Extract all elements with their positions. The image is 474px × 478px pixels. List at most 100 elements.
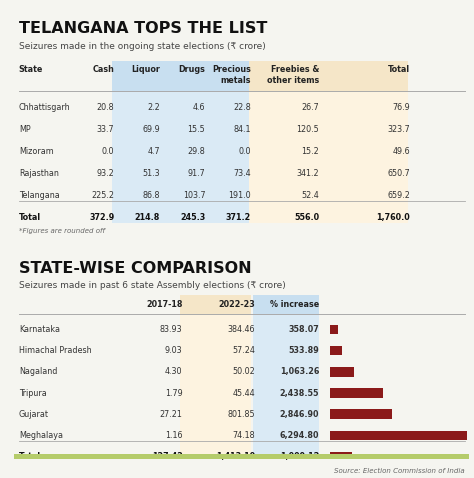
Text: 0.0: 0.0 — [102, 147, 114, 156]
Text: 15.5: 15.5 — [188, 125, 205, 134]
Text: 83.93: 83.93 — [160, 325, 182, 334]
FancyBboxPatch shape — [14, 454, 469, 459]
Text: State: State — [19, 65, 43, 75]
Text: Tripura: Tripura — [19, 389, 46, 398]
Text: Himachal Pradesh: Himachal Pradesh — [19, 346, 91, 355]
Text: 76.9: 76.9 — [392, 103, 410, 112]
Text: 29.8: 29.8 — [188, 147, 205, 156]
Text: Cash: Cash — [92, 65, 114, 75]
Text: Seizures made in past 6 state Assembly elections (₹ crore): Seizures made in past 6 state Assembly e… — [19, 282, 285, 290]
Text: Meghalaya: Meghalaya — [19, 431, 63, 440]
FancyBboxPatch shape — [330, 325, 338, 334]
Text: 26.7: 26.7 — [301, 103, 319, 112]
Text: 4.7: 4.7 — [147, 147, 160, 156]
Text: 45.44: 45.44 — [233, 389, 255, 398]
Text: 1,760.0: 1,760.0 — [376, 213, 410, 222]
Text: 1,063.26: 1,063.26 — [280, 368, 319, 376]
Text: Freebies &
other items: Freebies & other items — [267, 65, 319, 85]
FancyBboxPatch shape — [112, 61, 248, 91]
Text: 2.2: 2.2 — [147, 103, 160, 112]
Text: Precious
metals: Precious metals — [212, 65, 251, 85]
Text: 2,438.55: 2,438.55 — [280, 389, 319, 398]
FancyBboxPatch shape — [330, 452, 352, 461]
Text: STATE-WISE COMPARISON: STATE-WISE COMPARISON — [19, 261, 251, 276]
Text: Rajasthan: Rajasthan — [19, 169, 59, 178]
Text: 20.8: 20.8 — [97, 103, 114, 112]
Text: 4.30: 4.30 — [165, 368, 182, 376]
Text: 556.0: 556.0 — [294, 213, 319, 222]
Text: 9.03: 9.03 — [165, 346, 182, 355]
Text: 1,413.19: 1,413.19 — [216, 452, 255, 461]
Text: 801.85: 801.85 — [228, 410, 255, 419]
FancyBboxPatch shape — [253, 295, 319, 314]
Text: 4.6: 4.6 — [193, 103, 205, 112]
Text: 120.5: 120.5 — [296, 125, 319, 134]
Text: Mizoram: Mizoram — [19, 147, 54, 156]
Text: 1,009.12: 1,009.12 — [280, 452, 319, 461]
Text: 214.8: 214.8 — [135, 213, 160, 222]
Text: 15.2: 15.2 — [301, 147, 319, 156]
Text: 51.3: 51.3 — [142, 169, 160, 178]
Text: 384.46: 384.46 — [228, 325, 255, 334]
FancyBboxPatch shape — [330, 431, 467, 440]
FancyBboxPatch shape — [248, 61, 408, 91]
Text: TELANGANA TOPS THE LIST: TELANGANA TOPS THE LIST — [19, 22, 267, 36]
FancyBboxPatch shape — [180, 295, 251, 314]
Text: 73.4: 73.4 — [233, 169, 251, 178]
Text: 1.16: 1.16 — [165, 431, 182, 440]
Text: 245.3: 245.3 — [180, 213, 205, 222]
Text: Total: Total — [19, 452, 41, 461]
FancyBboxPatch shape — [330, 410, 392, 419]
Text: 2022-23: 2022-23 — [219, 300, 255, 308]
Text: 2,846.90: 2,846.90 — [280, 410, 319, 419]
Text: 22.8: 22.8 — [233, 103, 251, 112]
Text: 33.7: 33.7 — [97, 125, 114, 134]
Text: Telangana: Telangana — [19, 191, 60, 200]
Text: *Figures are rounded off: *Figures are rounded off — [19, 228, 105, 234]
Text: Nagaland: Nagaland — [19, 368, 57, 376]
Text: 103.7: 103.7 — [182, 191, 205, 200]
Text: 6,294.80: 6,294.80 — [280, 431, 319, 440]
Text: 650.7: 650.7 — [387, 169, 410, 178]
FancyBboxPatch shape — [180, 314, 251, 462]
Text: 127.42: 127.42 — [152, 452, 182, 461]
FancyBboxPatch shape — [248, 91, 408, 223]
Text: 52.4: 52.4 — [301, 191, 319, 200]
Text: 659.2: 659.2 — [387, 191, 410, 200]
Text: 533.89: 533.89 — [288, 346, 319, 355]
Text: 91.7: 91.7 — [188, 169, 205, 178]
Text: 27.21: 27.21 — [160, 410, 182, 419]
Text: Total: Total — [19, 213, 41, 222]
Text: Chhattisgarh: Chhattisgarh — [19, 103, 71, 112]
FancyBboxPatch shape — [330, 367, 354, 377]
Text: 49.6: 49.6 — [392, 147, 410, 156]
Text: Drugs: Drugs — [179, 65, 205, 75]
Text: 225.2: 225.2 — [91, 191, 114, 200]
Text: 69.9: 69.9 — [142, 125, 160, 134]
Text: 1.79: 1.79 — [165, 389, 182, 398]
Text: 84.1: 84.1 — [233, 125, 251, 134]
Text: % increase: % increase — [270, 300, 319, 308]
Text: 93.2: 93.2 — [97, 169, 114, 178]
Text: Source: Election Commission of India: Source: Election Commission of India — [334, 468, 465, 474]
FancyBboxPatch shape — [112, 91, 248, 223]
Text: Karnataka: Karnataka — [19, 325, 60, 334]
Text: Liquor: Liquor — [131, 65, 160, 75]
Text: Seizures made in the ongoing state elections (₹ crore): Seizures made in the ongoing state elect… — [19, 42, 265, 51]
FancyBboxPatch shape — [330, 388, 383, 398]
Text: 358.07: 358.07 — [288, 325, 319, 334]
Text: 50.02: 50.02 — [233, 368, 255, 376]
Text: Gujarat: Gujarat — [19, 410, 49, 419]
Text: 86.8: 86.8 — [142, 191, 160, 200]
Text: 0.0: 0.0 — [238, 147, 251, 156]
Text: 372.9: 372.9 — [89, 213, 114, 222]
Text: 323.7: 323.7 — [387, 125, 410, 134]
Text: 57.24: 57.24 — [233, 346, 255, 355]
FancyBboxPatch shape — [253, 314, 319, 462]
Text: MP: MP — [19, 125, 30, 134]
Text: Total: Total — [388, 65, 410, 75]
Text: 2017-18: 2017-18 — [146, 300, 182, 308]
Text: 191.0: 191.0 — [228, 191, 251, 200]
Text: 74.18: 74.18 — [233, 431, 255, 440]
Text: 371.2: 371.2 — [226, 213, 251, 222]
